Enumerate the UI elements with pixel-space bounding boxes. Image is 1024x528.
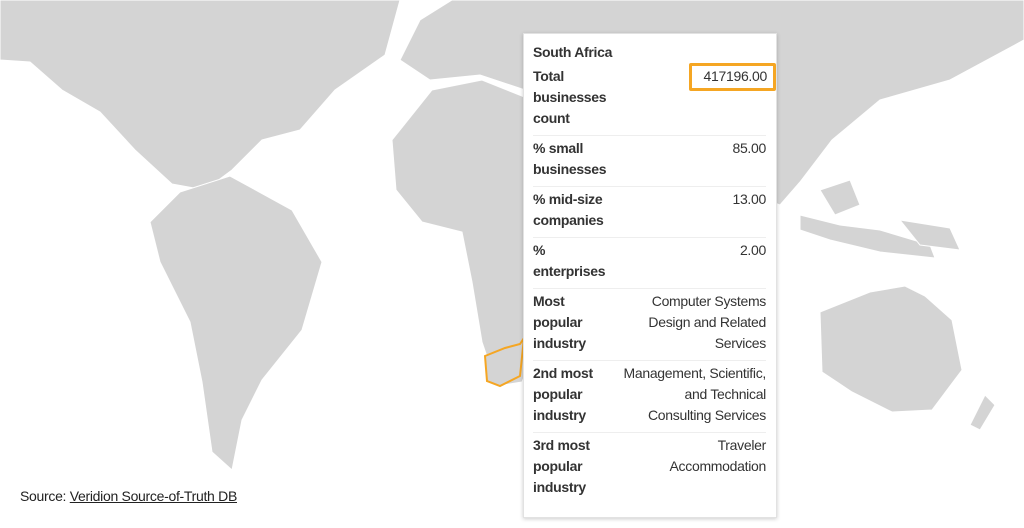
tooltip-row: Total businesses count 417196.00	[533, 63, 776, 136]
new-zealand[interactable]	[969, 394, 996, 431]
row-value-cell: Traveler Accommodation	[621, 433, 767, 505]
tooltip-table: Total businesses count 417196.00 % small b…	[533, 63, 776, 505]
south-africa-highlight[interactable]	[483, 337, 525, 388]
australia[interactable]	[819, 285, 963, 413]
row-value: 417196.00	[688, 63, 776, 91]
row-value-cell: 417196.00	[621, 63, 776, 136]
row-label: % mid-size companies	[533, 186, 621, 238]
row-value-cell: Computer Systems Design and Related Serv…	[621, 288, 766, 361]
row-label: % small businesses	[533, 135, 621, 187]
new-guinea[interactable]	[898, 219, 961, 251]
borneo[interactable]	[819, 179, 861, 216]
row-value: Traveler Accommodation	[669, 437, 767, 474]
row-value-cell: 85.00	[621, 135, 766, 187]
source: Source: Veridion Source-of-Truth DB	[20, 488, 237, 504]
row-label: Total businesses count	[533, 64, 621, 136]
tooltip-row: % mid-size companies 13.00	[533, 186, 766, 238]
indonesia[interactable]	[799, 214, 936, 259]
row-label: Most popular industry	[533, 288, 621, 361]
tooltip-title: South Africa	[533, 44, 613, 60]
row-label: % enterprises	[533, 237, 621, 289]
tooltip: South Africa Total businesses count 41719…	[523, 33, 777, 518]
tooltip-row: Most popular industry Computer Systems De…	[533, 288, 766, 361]
row-value: 2.00	[739, 242, 766, 258]
row-value: 13.00	[732, 191, 766, 207]
row-label: 2nd most popular industry	[533, 360, 621, 433]
row-label: 3rd most popular industry	[533, 437, 590, 495]
source-link[interactable]: Veridion Source-of-Truth DB	[69, 488, 238, 504]
tooltip-row: 2nd most popular industry Management, Sci…	[533, 360, 766, 433]
row-value: Management, Scientific, and Technical Co…	[623, 365, 766, 423]
south-america[interactable]	[149, 175, 323, 471]
row-value-cell: Management, Scientific, and Technical Co…	[621, 360, 766, 433]
row-value: Computer Systems Design and Related Serv…	[648, 293, 766, 351]
north-america[interactable]	[0, 0, 401, 191]
tooltip-row: 3rd most popular industry Traveler Accomm…	[533, 433, 766, 505]
row-value-cell: 13.00	[621, 186, 766, 238]
row-value: 85.00	[732, 140, 766, 156]
tooltip-row: % small businesses 85.00	[533, 135, 766, 187]
row-value-cell: 2.00	[621, 237, 766, 289]
tooltip-row: % enterprises 2.00	[533, 237, 766, 289]
source-prefix: Source:	[20, 488, 67, 504]
